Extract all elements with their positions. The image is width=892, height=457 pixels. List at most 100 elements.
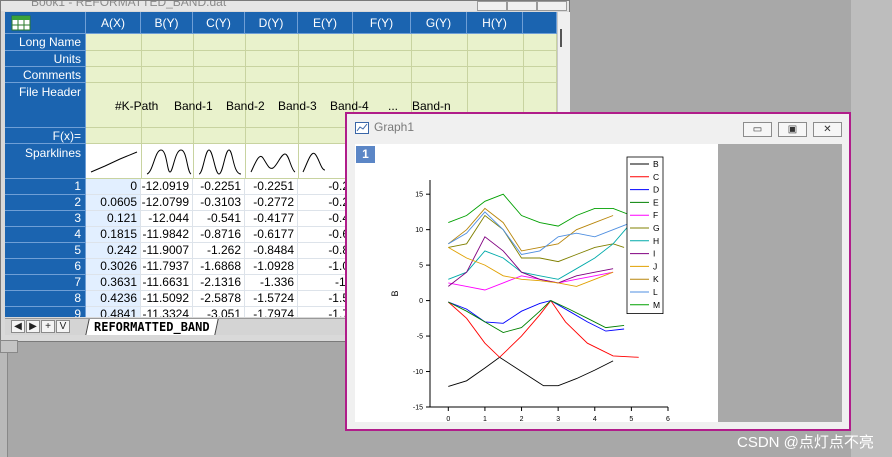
y-tick-label: 10: [415, 227, 423, 234]
table-cell[interactable]: -1.6868: [193, 259, 245, 275]
row-label-sparklines[interactable]: Sparklines: [5, 144, 86, 179]
row-label-fx[interactable]: F(x)=: [5, 128, 86, 144]
column-header-d[interactable]: D(Y): [245, 12, 298, 34]
tab-first-button[interactable]: ◀: [11, 320, 25, 333]
column-header-b[interactable]: B(Y): [141, 12, 193, 34]
x-tick-label: 6: [666, 416, 670, 422]
table-cell[interactable]: 0.1815: [86, 227, 141, 243]
table-cell[interactable]: -12.044: [141, 211, 193, 227]
table-cell[interactable]: 0.4841: [86, 307, 141, 317]
column-header-a[interactable]: A(X): [86, 12, 141, 34]
table-cell[interactable]: -1.5: [298, 291, 353, 307]
column-header-g[interactable]: G(Y): [411, 12, 467, 34]
workbook-close-button[interactable]: [537, 1, 567, 11]
table-cell[interactable]: -0.2251: [245, 179, 298, 195]
table-cell[interactable]: -0.2: [298, 195, 353, 211]
table-cell[interactable]: -1.336: [245, 275, 298, 291]
table-cell[interactable]: -0.2251: [193, 179, 245, 195]
column-header-c[interactable]: C(Y): [193, 12, 245, 34]
graph-restore-button[interactable]: ▣: [778, 122, 807, 137]
table-cell[interactable]: 0.121: [86, 211, 141, 227]
layer-indicator[interactable]: 1: [356, 146, 375, 163]
graph-window[interactable]: Graph1 ▭ ▣ ✕ 1 0123456151050-5-10-15ABBC…: [345, 112, 851, 431]
series-line-h: [448, 222, 632, 280]
table-cell[interactable]: -0.2772: [245, 195, 298, 211]
workspace-right-edge: [851, 0, 892, 457]
table-cell[interactable]: -3.051: [193, 307, 245, 317]
row-number[interactable]: 3: [5, 211, 86, 227]
sheet-list-button[interactable]: V: [56, 320, 70, 333]
graph-minimize-button[interactable]: ▭: [743, 122, 772, 137]
x-tick-label: 0: [446, 416, 450, 422]
table-cell[interactable]: -0.8716: [193, 227, 245, 243]
row-number[interactable]: 6: [5, 259, 86, 275]
table-cell[interactable]: -0.4: [298, 211, 353, 227]
table-cell[interactable]: -11.9842: [141, 227, 193, 243]
table-cell[interactable]: -2.5878: [193, 291, 245, 307]
table-cell[interactable]: -1.7974: [245, 307, 298, 317]
table-cell[interactable]: -0.8484: [245, 243, 298, 259]
table-cell[interactable]: -11.6631: [141, 275, 193, 291]
x-tick-label: 4: [593, 416, 597, 422]
column-header-h[interactable]: H(Y): [467, 12, 523, 34]
row-label-comments[interactable]: Comments: [5, 67, 86, 83]
row-number[interactable]: 2: [5, 195, 86, 211]
table-cell[interactable]: 0.0605: [86, 195, 141, 211]
table-cell[interactable]: -1.262: [193, 243, 245, 259]
tab-reformatted-band[interactable]: REFORMATTED_BAND: [85, 319, 219, 335]
minimized-window[interactable]: [0, 340, 18, 353]
table-cell[interactable]: -0.6: [298, 227, 353, 243]
table-cell[interactable]: -0.541: [193, 211, 245, 227]
row-number[interactable]: 9: [5, 307, 86, 317]
workbook-minimize-button[interactable]: [477, 1, 507, 11]
y-tick-label: -15: [413, 405, 423, 412]
table-cell[interactable]: -12.0919: [141, 179, 193, 195]
row-number[interactable]: 4: [5, 227, 86, 243]
select-all-corner[interactable]: [5, 12, 86, 34]
watermark: CSDN @点灯点不亮: [737, 434, 874, 451]
y-axis-title: B: [390, 290, 400, 296]
table-cell[interactable]: -0.2: [298, 179, 353, 195]
legend-label: H: [653, 236, 659, 246]
row-label-file-header[interactable]: File Header: [5, 83, 86, 128]
tab-next-button[interactable]: ▶: [26, 320, 40, 333]
row-number[interactable]: 7: [5, 275, 86, 291]
table-cell[interactable]: -11.9007: [141, 243, 193, 259]
column-header-e[interactable]: E(Y): [298, 12, 353, 34]
add-sheet-button[interactable]: +: [41, 320, 55, 333]
long-name-row[interactable]: [86, 34, 557, 51]
table-cell[interactable]: -12.0799: [141, 195, 193, 211]
scroll-thumb[interactable]: [560, 29, 569, 47]
table-cell[interactable]: 0.3026: [86, 259, 141, 275]
table-cell[interactable]: -11.5092: [141, 291, 193, 307]
column-header-f[interactable]: F(Y): [353, 12, 411, 34]
table-cell[interactable]: -2.1316: [193, 275, 245, 291]
table-cell[interactable]: 0.4236: [86, 291, 141, 307]
file-header-bandn: Band-n: [412, 99, 451, 113]
row-number[interactable]: 5: [5, 243, 86, 259]
graph-close-button[interactable]: ✕: [813, 122, 842, 137]
row-label-units[interactable]: Units: [5, 51, 86, 67]
units-row[interactable]: [86, 51, 557, 67]
series-line-l: [448, 211, 632, 255]
table-cell[interactable]: -1.0928: [245, 259, 298, 275]
table-cell[interactable]: 0.3631: [86, 275, 141, 291]
table-cell[interactable]: -0.6177: [245, 227, 298, 243]
table-cell[interactable]: -11.3324: [141, 307, 193, 317]
workbook-restore-button[interactable]: [507, 1, 537, 11]
row-number[interactable]: 8: [5, 291, 86, 307]
table-cell[interactable]: -0.4177: [245, 211, 298, 227]
workbook-titlebar[interactable]: Book1 - REFORMATTED_BAND.dat: [1, 1, 569, 11]
file-header-ellipsis: ...: [388, 99, 399, 113]
row-label-long-name[interactable]: Long Name: [5, 34, 86, 51]
table-cell[interactable]: 0: [86, 179, 141, 195]
table-cell[interactable]: 0.242: [86, 243, 141, 259]
table-cell[interactable]: -1.5724: [245, 291, 298, 307]
table-cell[interactable]: -11.7937: [141, 259, 193, 275]
table-cell[interactable]: -0.3103: [193, 195, 245, 211]
row-number[interactable]: 1: [5, 179, 86, 195]
comments-row[interactable]: [86, 67, 557, 83]
